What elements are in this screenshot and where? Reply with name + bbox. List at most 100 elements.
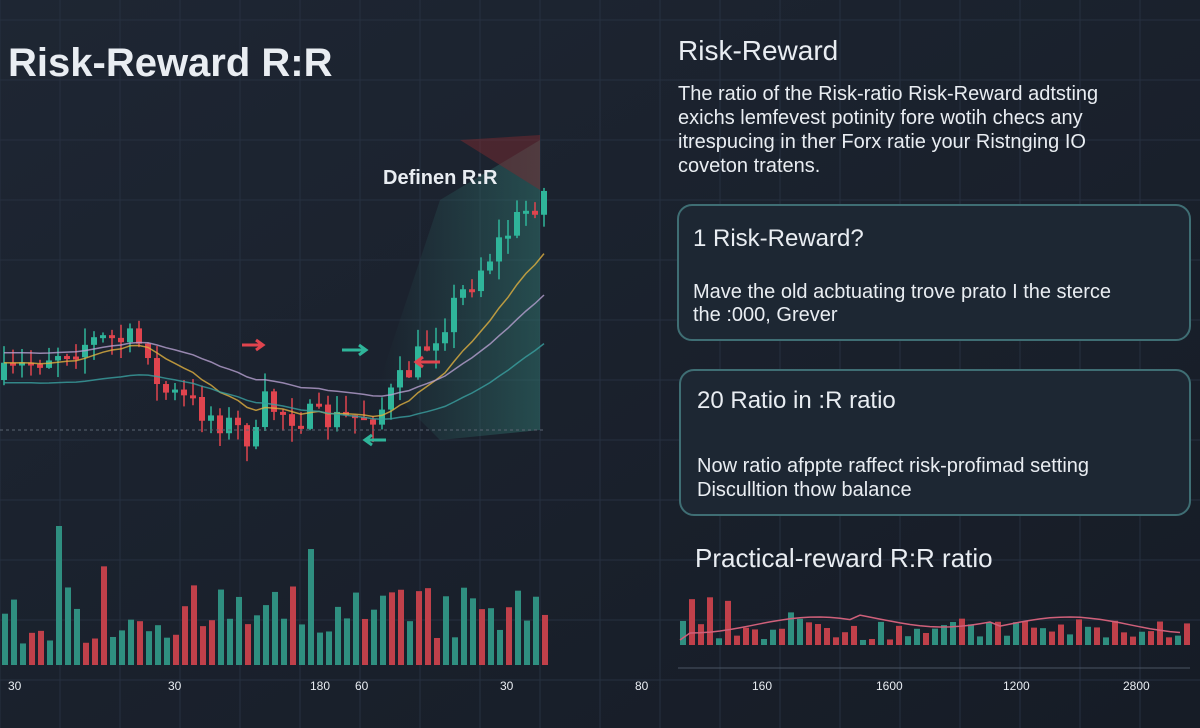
volume-bar-decor — [932, 628, 938, 645]
candle-body — [298, 425, 304, 429]
volume-bar-decor — [1139, 631, 1145, 645]
volume-bar-decor — [11, 599, 17, 665]
volume-bar-decor — [533, 596, 539, 665]
arrow — [413, 355, 440, 369]
volume-bar-decor — [977, 636, 983, 645]
axis-label: 160 — [752, 679, 772, 693]
volume-bar-decor — [1166, 637, 1172, 645]
volume-bar-decor — [1121, 632, 1127, 645]
candle-body — [37, 364, 43, 368]
volume-bar-decor — [1076, 619, 1082, 645]
volume-bar-decor — [1022, 620, 1028, 645]
card — [677, 204, 1191, 341]
volume-bar-decor — [707, 597, 713, 645]
volume-bar-decor — [1130, 636, 1136, 645]
candle-body — [163, 384, 169, 393]
candle-body — [127, 328, 133, 343]
volume-bar-decor — [137, 621, 143, 665]
volume-bar-decor — [878, 621, 884, 645]
candle-body — [460, 289, 466, 298]
volume-bar-decor — [344, 618, 350, 665]
candle-body — [397, 370, 403, 388]
candle-body — [496, 237, 502, 262]
volume-bar-decor — [2, 613, 8, 665]
volume-bar-decor — [797, 618, 803, 645]
candle-body — [19, 362, 25, 366]
volume-bar-decor — [923, 633, 929, 645]
volume-bar-decor — [317, 632, 323, 665]
candle-body — [136, 328, 142, 344]
candle-body — [244, 425, 250, 447]
volume-bar-decor — [20, 643, 26, 665]
volume-bar-decor — [236, 596, 242, 665]
volume-bar-decor — [515, 590, 521, 665]
volume-bar-decor — [905, 636, 911, 645]
candle-body — [73, 356, 79, 360]
candle-body — [199, 396, 205, 421]
candle-body — [433, 343, 439, 351]
volume-bar-decor — [950, 621, 956, 645]
volume-bar-decor — [1175, 635, 1181, 645]
axis-label: 180 — [310, 679, 330, 693]
volume-bar-decor — [398, 589, 404, 665]
card-body: the :000, Grever — [693, 304, 838, 326]
axis-label: 60 — [355, 679, 369, 693]
candle-body — [154, 358, 160, 385]
candle-body — [379, 409, 385, 425]
candle-body — [280, 411, 286, 415]
volume-bar-decor — [38, 630, 44, 665]
volume-bar-decor — [65, 587, 71, 665]
volume-bar-decor — [815, 624, 821, 645]
volume-bar-decor — [1067, 634, 1073, 645]
volume-bar-decor — [1148, 631, 1154, 645]
volume-bar-decor — [725, 600, 731, 645]
candle-body — [532, 210, 538, 215]
candle-body — [325, 404, 331, 428]
volume-bar-decor — [788, 612, 794, 645]
volume-bar-decor — [29, 632, 35, 665]
volume-bar-decor — [299, 624, 305, 665]
volume-bar-decor — [452, 637, 458, 665]
volume-bar-decor — [1094, 627, 1100, 645]
volume-bar-decor — [389, 592, 395, 665]
candle-body — [28, 362, 34, 366]
arrow — [362, 433, 386, 447]
candle-body — [271, 391, 277, 412]
annotation: Definen R:R — [383, 167, 498, 189]
candle-body — [487, 261, 493, 271]
volume-bar-decor — [155, 625, 161, 665]
axis-label: 80 — [635, 679, 649, 693]
volume-bar-decor — [173, 634, 179, 665]
candle-body — [307, 403, 313, 429]
info-line: itrespucing in ther Forx ratie your Rist… — [678, 131, 1086, 153]
moving-average — [3, 343, 545, 421]
candle-body — [1, 362, 7, 380]
volume-bar-decor — [128, 619, 134, 665]
candle-body — [334, 411, 340, 428]
info-line: coveton tratens. — [678, 155, 820, 177]
candles — [1, 187, 547, 462]
info-heading: Risk-Reward — [678, 35, 838, 66]
volume-bar-decor — [1058, 624, 1064, 645]
volume-bar-decor — [1031, 627, 1037, 645]
candle-body — [226, 417, 232, 434]
volume-bar-decor — [182, 606, 188, 665]
volume-bar-decor — [1085, 626, 1091, 645]
volume-bar-decor — [227, 618, 233, 665]
volume-bar-decor — [968, 624, 974, 645]
arrow — [242, 338, 266, 352]
candle-body — [541, 190, 547, 215]
volume-bar-decor — [779, 628, 785, 645]
candle-body — [442, 332, 448, 344]
candle-body — [262, 391, 268, 428]
candle-body — [370, 419, 376, 425]
card-body: Disculltion thow balance — [697, 479, 912, 501]
volume-bar-decor — [842, 632, 848, 645]
candle-body — [424, 346, 430, 351]
volume-bar-decor — [416, 591, 422, 665]
axis-label: 2800 — [1123, 679, 1150, 693]
candle-body — [91, 337, 97, 345]
volume-bar-decor — [743, 627, 749, 645]
volume-bar-decor — [407, 621, 413, 665]
